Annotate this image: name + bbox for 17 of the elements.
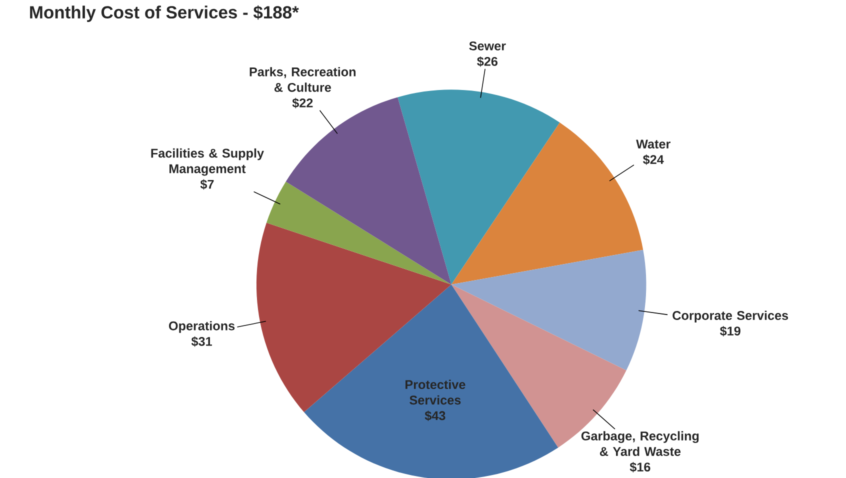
slice-label: Garbage, Recycling & Yard Waste: [581, 430, 699, 456]
slice-label: Water: [636, 139, 670, 148]
data-label: $22: [292, 98, 313, 108]
data-label: $43: [424, 410, 446, 421]
data-label: $26: [477, 56, 498, 67]
slice-label: Sewer: [469, 41, 506, 50]
slice-label: Protective Services: [406, 380, 466, 404]
data-label: $31: [191, 336, 212, 346]
slice-label: Operations: [168, 320, 235, 333]
slice-label: Facilities & Supply Management: [151, 148, 264, 176]
slice-label: Corporate Services: [672, 310, 788, 322]
data-label: $24: [642, 154, 664, 165]
data-label: $16: [630, 462, 650, 472]
data-label: $19: [720, 326, 740, 336]
data-label: $7: [200, 179, 214, 190]
chart-title: Monthly Cost of Services - $188*: [30, 5, 299, 22]
slice-label: Parks, Recreation & Culture: [250, 66, 356, 92]
